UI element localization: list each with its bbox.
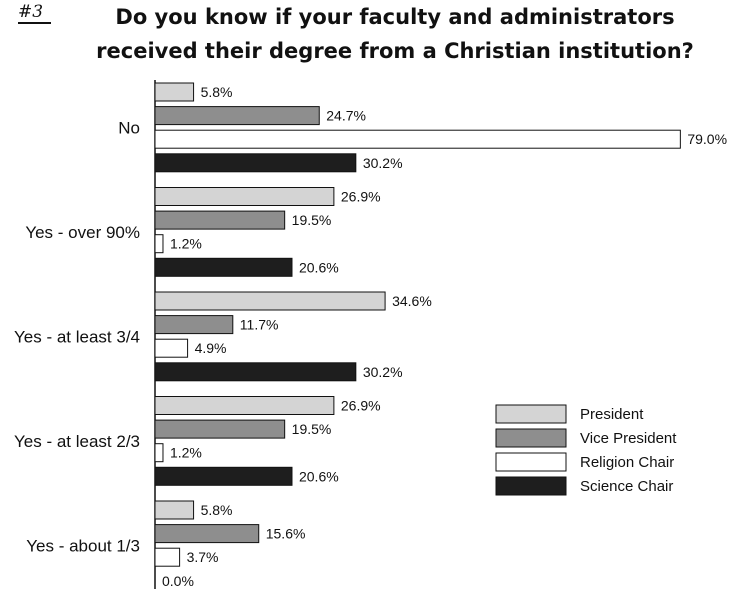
value-label-science-chair-yes-about-1-3: 0.0% <box>162 573 194 589</box>
category-label-yes-at-least-2-3: Yes - at least 2/3 <box>14 432 140 451</box>
value-label-religion-chair-yes-at-least-2-3: 1.2% <box>170 445 202 461</box>
bar-president-yes-over-90 <box>154 187 335 206</box>
legend-label-vice-president: Vice President <box>580 430 677 447</box>
category-label-no: No <box>118 118 140 137</box>
value-label-science-chair-no: 30.2% <box>363 155 403 171</box>
bar-religion-chair-yes-over-90 <box>154 234 164 254</box>
legend-label-science-chair: Science Chair <box>580 478 673 495</box>
bar-science-chair-yes-at-least-3-4 <box>154 362 357 382</box>
bar-religion-chair-yes-at-least-2-3 <box>154 443 164 463</box>
value-label-president-yes-about-1-3: 5.8% <box>201 502 233 518</box>
bar-religion-chair-yes-about-1-3 <box>154 547 181 567</box>
value-label-religion-chair-no: 79.0% <box>687 131 727 147</box>
bar-vice-president-yes-about-1-3 <box>154 524 260 544</box>
category-labels: No Yes - over 90% Yes - at least 3/4 Yes - … <box>14 118 140 555</box>
bar-religion-chair-no <box>154 129 681 149</box>
bar-science-chair-no <box>154 153 357 173</box>
bar-science-chair-yes-over-90 <box>154 257 293 277</box>
value-label-president-yes-at-least-2-3: 26.9% <box>341 398 381 414</box>
value-label-vice-president-no: 24.7% <box>326 108 366 124</box>
value-label-vice-president-yes-at-least-3-4: 11.7% <box>240 317 279 333</box>
value-label-vice-president-yes-over-90: 19.5% <box>292 212 332 228</box>
bar-science-chair-yes-at-least-2-3 <box>154 466 293 486</box>
question-number: #3 <box>18 2 52 24</box>
value-label-science-chair-yes-at-least-2-3: 20.6% <box>299 468 339 484</box>
value-label-science-chair-yes-at-least-3-4: 30.2% <box>363 364 403 380</box>
legend-swatch-vice-president <box>495 428 567 448</box>
bar-religion-chair-yes-at-least-3-4 <box>154 338 189 358</box>
value-label-religion-chair-yes-over-90: 1.2% <box>170 236 202 252</box>
category-label-yes-about-1-3: Yes - about 1/3 <box>26 536 140 555</box>
value-label-religion-chair-yes-at-least-3-4: 4.9% <box>195 340 227 356</box>
value-label-vice-president-yes-about-1-3: 15.6% <box>266 526 306 542</box>
category-label-yes-at-least-3-4: Yes - at least 3/4 <box>14 327 140 346</box>
chart-title: Do you know if your faculty and administ… <box>96 5 694 63</box>
bar-president-yes-about-1-3 <box>154 500 195 520</box>
value-label-religion-chair-yes-about-1-3: 3.7% <box>187 549 219 565</box>
legend-label-religion-chair: Religion Chair <box>580 454 674 471</box>
legend: President Vice President Religion Chair Sci… <box>495 404 677 496</box>
category-label-yes-over-90: Yes - over 90% <box>25 223 140 242</box>
bar-president-no <box>154 82 195 102</box>
bar-vice-president-yes-at-least-3-4 <box>154 315 234 335</box>
bar-president-yes-at-least-2-3 <box>154 396 335 415</box>
legend-label-president: President <box>580 406 644 423</box>
value-label-president-yes-over-90: 26.9% <box>341 189 381 205</box>
value-label-president-yes-at-least-3-4: 34.6% <box>392 293 432 309</box>
bar-vice-president-yes-over-90 <box>154 210 286 230</box>
value-label-science-chair-yes-over-90: 20.6% <box>299 259 339 275</box>
bar-vice-president-yes-at-least-2-3 <box>154 419 286 439</box>
bar-vice-president-no <box>154 106 320 126</box>
legend-swatch-science-chair <box>495 476 567 496</box>
legend-swatch-religion-chair <box>495 452 567 472</box>
value-label-president-no: 5.8% <box>201 84 233 100</box>
value-label-vice-president-yes-at-least-2-3: 19.5% <box>292 421 332 437</box>
legend-swatch-president <box>495 404 567 424</box>
bars-group: 5.8% 24.7% 79.0% 30.2% 26.9% 19.5% 1.2% 20.6% 34… <box>154 82 727 589</box>
bar-president-yes-at-least-3-4 <box>154 291 386 311</box>
